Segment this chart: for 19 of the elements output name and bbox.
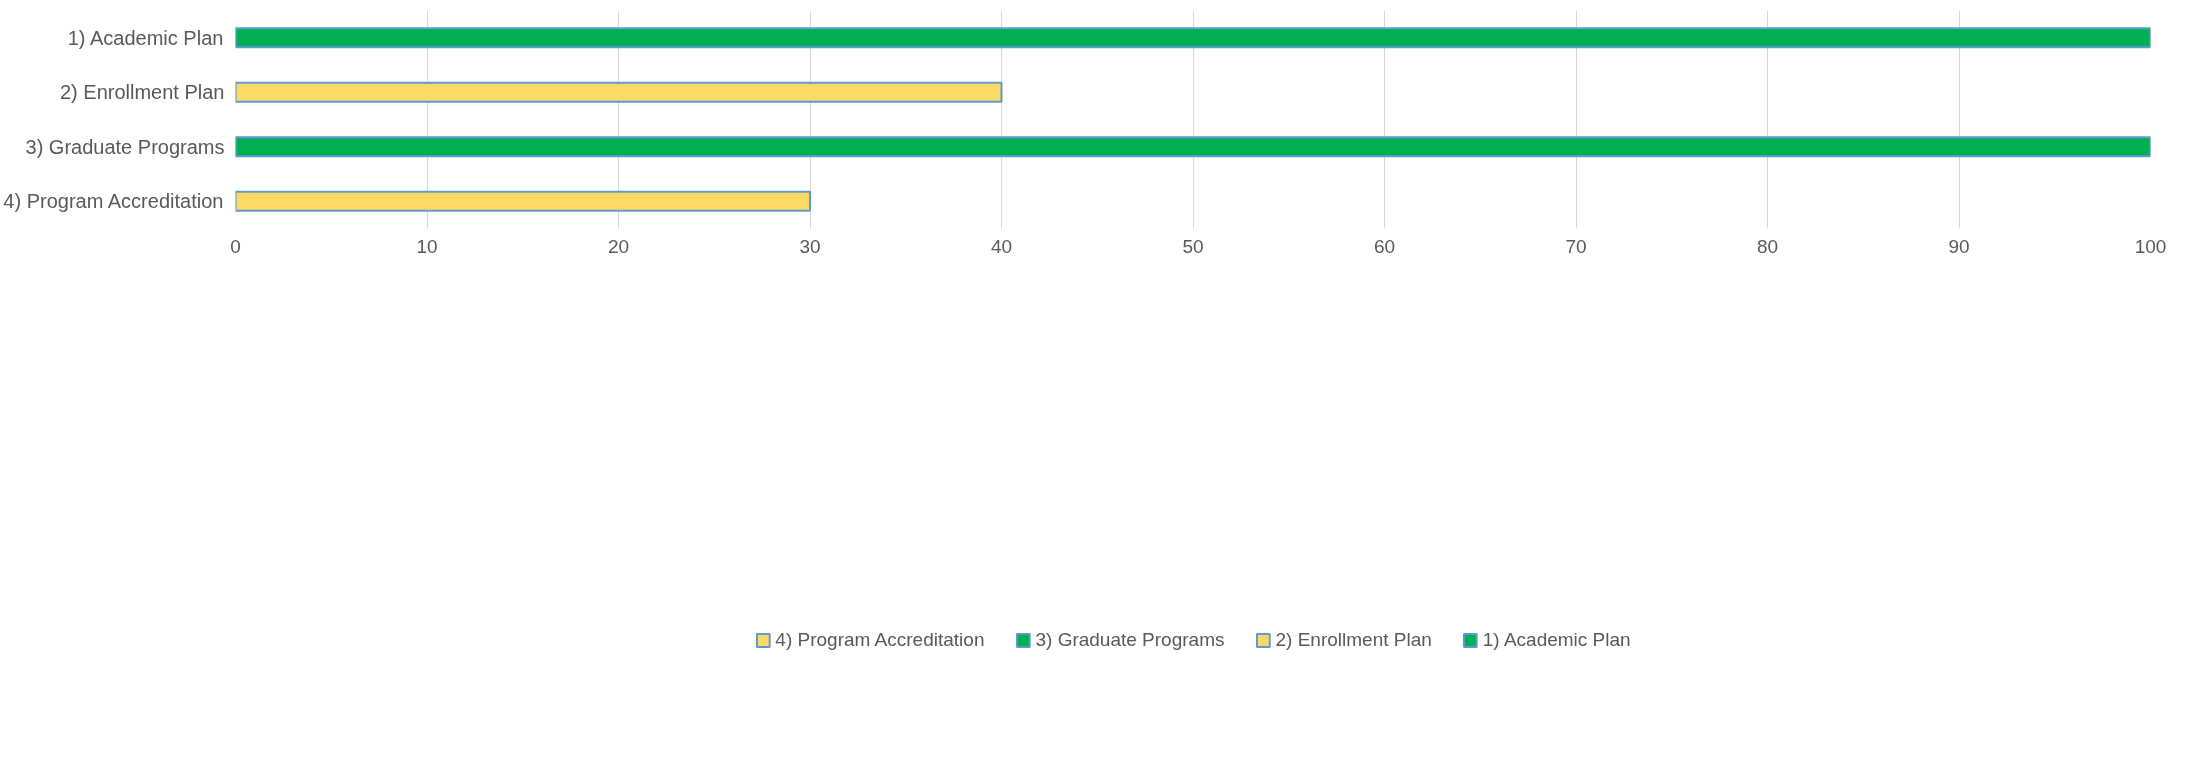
x-tick-label: 50 <box>1182 235 1204 257</box>
legend-label: 2) Enrollment Plan <box>1275 628 1432 651</box>
x-tick-label: 70 <box>1565 235 1587 257</box>
x-tick-label: 100 <box>2134 235 2167 257</box>
x-tick-label: 90 <box>1948 235 1970 257</box>
y-tick-label: 3) Graduate Programs <box>25 135 225 158</box>
x-tick-label: 80 <box>1756 235 1779 257</box>
legend-label: 1) Academic Plan <box>1482 628 1631 651</box>
y-tick-label: 4) Program Accreditation <box>3 190 224 213</box>
x-tick-label: 30 <box>799 235 821 257</box>
x-tick-label: 0 <box>230 235 241 257</box>
x-tick-label: 60 <box>1373 235 1396 257</box>
x-tick-label: 40 <box>990 235 1013 257</box>
x-tick-label: 20 <box>607 235 630 257</box>
legend-label: 4) Program Accreditation <box>775 628 985 651</box>
x-tick-label: 10 <box>416 235 438 257</box>
legend-label: 3) Graduate Programs <box>1035 628 1225 651</box>
y-tick-label: 2) Enrollment Plan <box>59 81 225 104</box>
y-tick-label: 1) Academic Plan <box>67 26 224 49</box>
